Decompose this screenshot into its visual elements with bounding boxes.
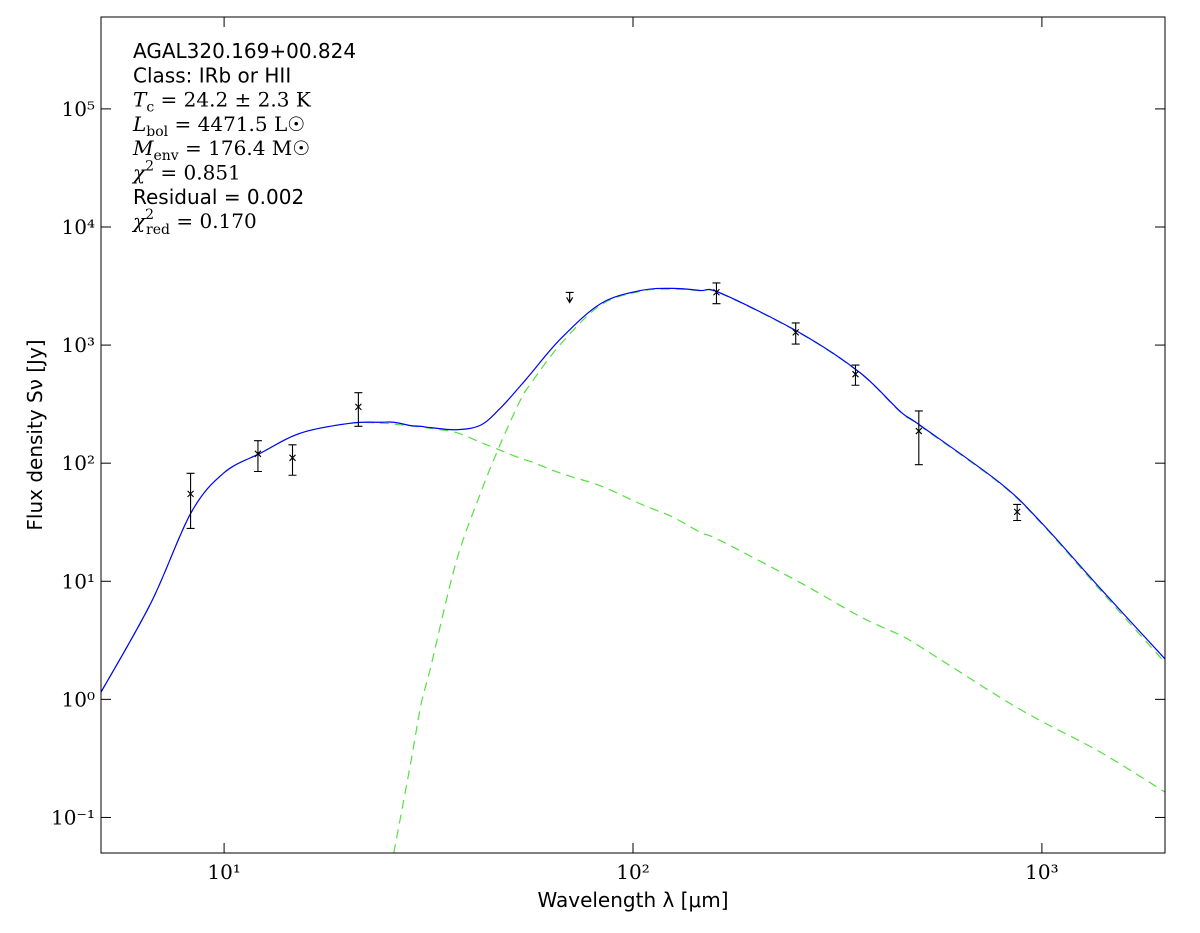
data-point xyxy=(713,288,720,296)
data-point xyxy=(187,490,194,498)
annotation-part: Class: IRb or HII xyxy=(133,63,291,87)
annotation-part: = 0.851 xyxy=(154,161,241,185)
curves xyxy=(101,287,1165,853)
annotation: Lbol = 4471.5 L☉ xyxy=(132,112,305,140)
y-tick-label: 10² xyxy=(62,451,95,475)
data-point xyxy=(1013,508,1021,516)
data-point xyxy=(792,329,800,336)
annotation: χ2 red = 0.170 xyxy=(131,207,257,238)
error-bar xyxy=(186,472,195,530)
annotation-part: χ xyxy=(131,209,147,233)
y-tick-label: 10⁻¹ xyxy=(51,805,95,829)
annotation: Class: IRb or HII xyxy=(133,63,291,87)
y-axis-label: Flux density Sν [Jy] xyxy=(23,339,47,530)
data-point xyxy=(354,403,362,411)
annotation-part: M xyxy=(132,136,154,160)
model-curve xyxy=(101,287,1165,693)
annotation-part: L xyxy=(132,112,146,136)
data-point xyxy=(289,454,296,462)
model-curve xyxy=(393,288,1165,853)
annotation: Tc = 24.2 ± 2.3 K xyxy=(133,88,312,116)
annotation-part: = 24.2 ± 2.3 K xyxy=(154,88,312,112)
error-bar xyxy=(712,282,721,305)
annotation-part: = 0.170 xyxy=(170,209,257,233)
x-tick-label: 10¹ xyxy=(207,860,240,884)
error-bar xyxy=(253,440,262,473)
error-bar xyxy=(791,322,800,345)
annotation-part: bol xyxy=(146,124,168,140)
annotation-part: AGAL320.169+00.824 xyxy=(133,39,356,63)
annotation-part: red xyxy=(146,222,170,238)
annotation-part: 2 xyxy=(145,159,154,175)
data-point xyxy=(915,427,923,435)
annotation-part: = 176.4 M☉ xyxy=(179,136,311,160)
annotation-part: 2 xyxy=(145,207,154,223)
annotation: Menv = 176.4 M☉ xyxy=(132,136,310,164)
error-bar xyxy=(354,392,363,427)
data-point xyxy=(852,370,859,378)
annotation: χ2 = 0.851 xyxy=(131,159,241,185)
annotation-part: = 4471.5 L☉ xyxy=(168,112,305,136)
annotation-part: χ xyxy=(131,161,147,185)
error-bar xyxy=(851,364,860,386)
error-bar xyxy=(914,410,923,466)
x-tick-label: 10² xyxy=(616,860,649,884)
y-tick-label: 10⁰ xyxy=(62,687,95,711)
upper-limit xyxy=(565,291,574,304)
y-tick-label: 10⁴ xyxy=(62,215,95,239)
annotation-part: Residual = 0.002 xyxy=(133,185,304,209)
data-point xyxy=(254,450,262,458)
y-tick-label: 10⁵ xyxy=(62,97,95,121)
error-bar xyxy=(288,444,297,476)
annotation-part: c xyxy=(146,100,154,116)
x-tick-label: 10³ xyxy=(1025,860,1058,884)
y-tick-label: 10³ xyxy=(62,333,95,357)
y-tick-label: 10¹ xyxy=(62,569,95,593)
annotation: AGAL320.169+00.824 xyxy=(133,39,356,63)
annotation: Residual = 0.002 xyxy=(133,185,304,209)
annotation-part: env xyxy=(153,148,178,164)
x-axis-label: Wavelength λ [μm] xyxy=(537,888,728,912)
annotation-part: T xyxy=(133,88,148,112)
